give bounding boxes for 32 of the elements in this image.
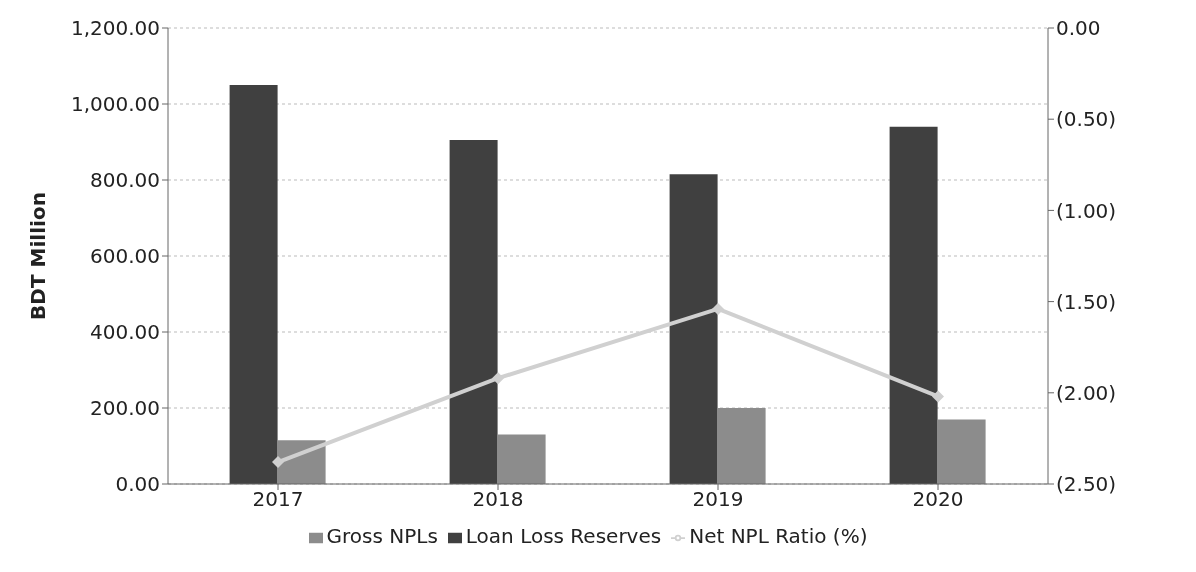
x-tick-label: 2017 bbox=[252, 487, 304, 512]
bar bbox=[937, 419, 986, 484]
legend-label: Net NPL Ratio (%) bbox=[689, 524, 868, 548]
bar bbox=[497, 434, 546, 484]
legend-label: Loan Loss Reserves bbox=[465, 524, 662, 548]
y-axis-title: BDT Million bbox=[26, 192, 51, 320]
bar bbox=[889, 126, 938, 484]
bar bbox=[717, 408, 766, 484]
y-tick-label: 1,200.00 bbox=[70, 16, 160, 41]
y2-tick-label: (0.50) bbox=[1056, 107, 1117, 132]
x-tick-label: 2019 bbox=[692, 487, 744, 512]
y2-tick-label: 0.00 bbox=[1056, 16, 1101, 41]
y-tick-label: 800.00 bbox=[90, 168, 160, 193]
y-tick-label: 400.00 bbox=[90, 320, 160, 345]
bar bbox=[669, 174, 718, 484]
bar bbox=[229, 85, 278, 484]
y-tick-label: 0.00 bbox=[115, 472, 160, 497]
y-tick-label: 200.00 bbox=[90, 396, 160, 421]
x-tick-label: 2020 bbox=[912, 487, 964, 512]
point bbox=[272, 456, 284, 469]
y-tick-label: 1,000.00 bbox=[70, 92, 160, 117]
point bbox=[492, 372, 504, 385]
point bbox=[932, 390, 944, 403]
y2-tick-label: (2.50) bbox=[1056, 472, 1117, 497]
y2-tick-label: (1.00) bbox=[1056, 198, 1117, 223]
legend-label: Gross NPLs bbox=[326, 524, 438, 548]
y2-tick-label: (2.00) bbox=[1056, 380, 1117, 405]
point bbox=[712, 302, 724, 315]
y2-tick-label: (1.50) bbox=[1056, 289, 1117, 314]
y-tick-label: 600.00 bbox=[90, 244, 160, 269]
bar bbox=[449, 140, 498, 484]
x-tick-label: 2018 bbox=[472, 487, 524, 512]
